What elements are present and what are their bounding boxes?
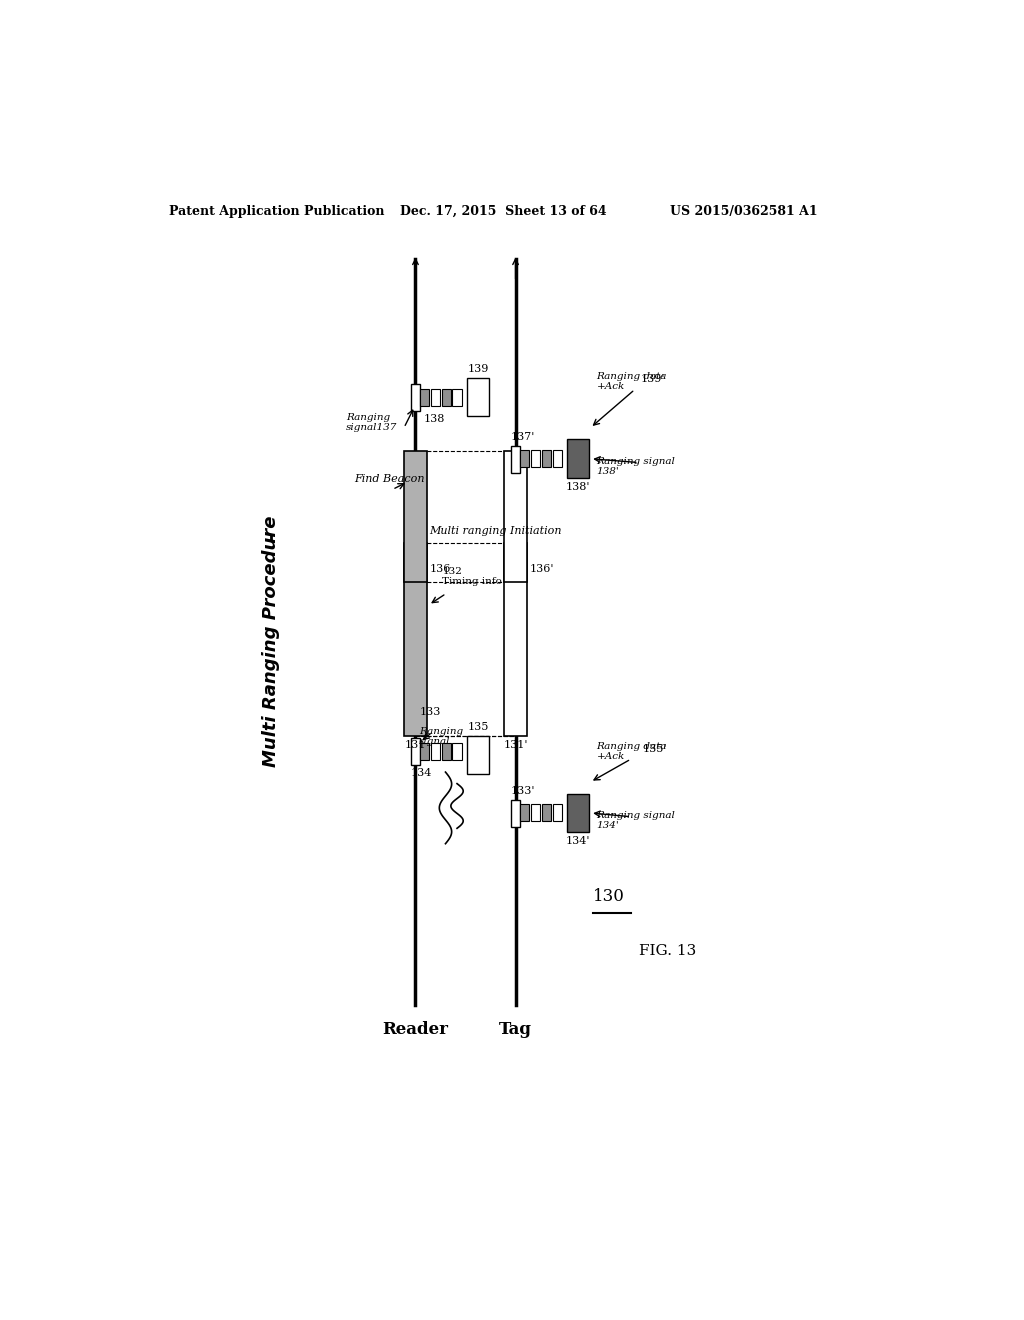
- Text: 133': 133': [511, 785, 536, 796]
- Text: 135': 135': [643, 743, 667, 754]
- Bar: [467, 737, 488, 775]
- Text: Multi ranging Initiation: Multi ranging Initiation: [429, 525, 562, 536]
- Bar: [520, 804, 529, 821]
- Text: Ranging signal
138': Ranging signal 138': [596, 457, 675, 477]
- Bar: [531, 450, 541, 467]
- Text: 131': 131': [504, 739, 527, 750]
- Bar: [504, 451, 527, 582]
- Text: Reader: Reader: [382, 1020, 449, 1038]
- Bar: [504, 544, 527, 737]
- Text: 133: 133: [419, 706, 440, 717]
- Text: 134': 134': [565, 836, 590, 846]
- Bar: [567, 440, 589, 478]
- Bar: [511, 446, 520, 473]
- Text: Find Beacon: Find Beacon: [354, 474, 424, 484]
- Text: FIG. 13: FIG. 13: [639, 944, 696, 958]
- Bar: [441, 388, 451, 405]
- Text: Multi Ranging Procedure: Multi Ranging Procedure: [262, 515, 281, 767]
- Bar: [567, 793, 589, 832]
- Bar: [420, 743, 429, 760]
- Text: 134: 134: [411, 768, 432, 779]
- Text: 132
Timing info: 132 Timing info: [442, 566, 503, 586]
- Text: Ranging signal
134': Ranging signal 134': [596, 810, 675, 830]
- Text: 136: 136: [429, 564, 451, 574]
- Text: 131: 131: [404, 739, 426, 750]
- Bar: [467, 378, 488, 416]
- Text: Ranging data
+Ack: Ranging data +Ack: [596, 742, 667, 762]
- Text: 139: 139: [467, 364, 488, 374]
- Bar: [553, 450, 562, 467]
- Bar: [411, 738, 420, 766]
- Bar: [431, 743, 440, 760]
- Bar: [431, 388, 440, 405]
- Text: 130: 130: [593, 888, 625, 906]
- Bar: [411, 384, 420, 411]
- Text: Dec. 17, 2015  Sheet 13 of 64: Dec. 17, 2015 Sheet 13 of 64: [400, 205, 606, 218]
- Text: 135: 135: [467, 722, 488, 733]
- Bar: [453, 743, 462, 760]
- Bar: [542, 804, 551, 821]
- Text: Ranging
signal: Ranging signal: [419, 726, 464, 746]
- Bar: [553, 804, 562, 821]
- Text: 138': 138': [565, 482, 590, 492]
- Text: US 2015/0362581 A1: US 2015/0362581 A1: [670, 205, 817, 218]
- Bar: [441, 743, 451, 760]
- Text: Patent Application Publication: Patent Application Publication: [169, 205, 385, 218]
- Bar: [453, 388, 462, 405]
- Text: 138: 138: [424, 414, 445, 424]
- Text: 136': 136': [529, 564, 554, 574]
- Bar: [542, 450, 551, 467]
- Bar: [531, 804, 541, 821]
- Bar: [420, 388, 429, 405]
- Text: 137': 137': [511, 432, 536, 442]
- Bar: [403, 544, 427, 737]
- Text: Tag: Tag: [499, 1020, 532, 1038]
- Bar: [511, 800, 520, 826]
- Bar: [403, 451, 427, 582]
- Bar: [520, 450, 529, 467]
- Text: Ranging data
+Ack: Ranging data +Ack: [596, 372, 667, 392]
- Text: Ranging
signal137: Ranging signal137: [346, 412, 397, 432]
- Text: 139': 139': [641, 374, 666, 384]
